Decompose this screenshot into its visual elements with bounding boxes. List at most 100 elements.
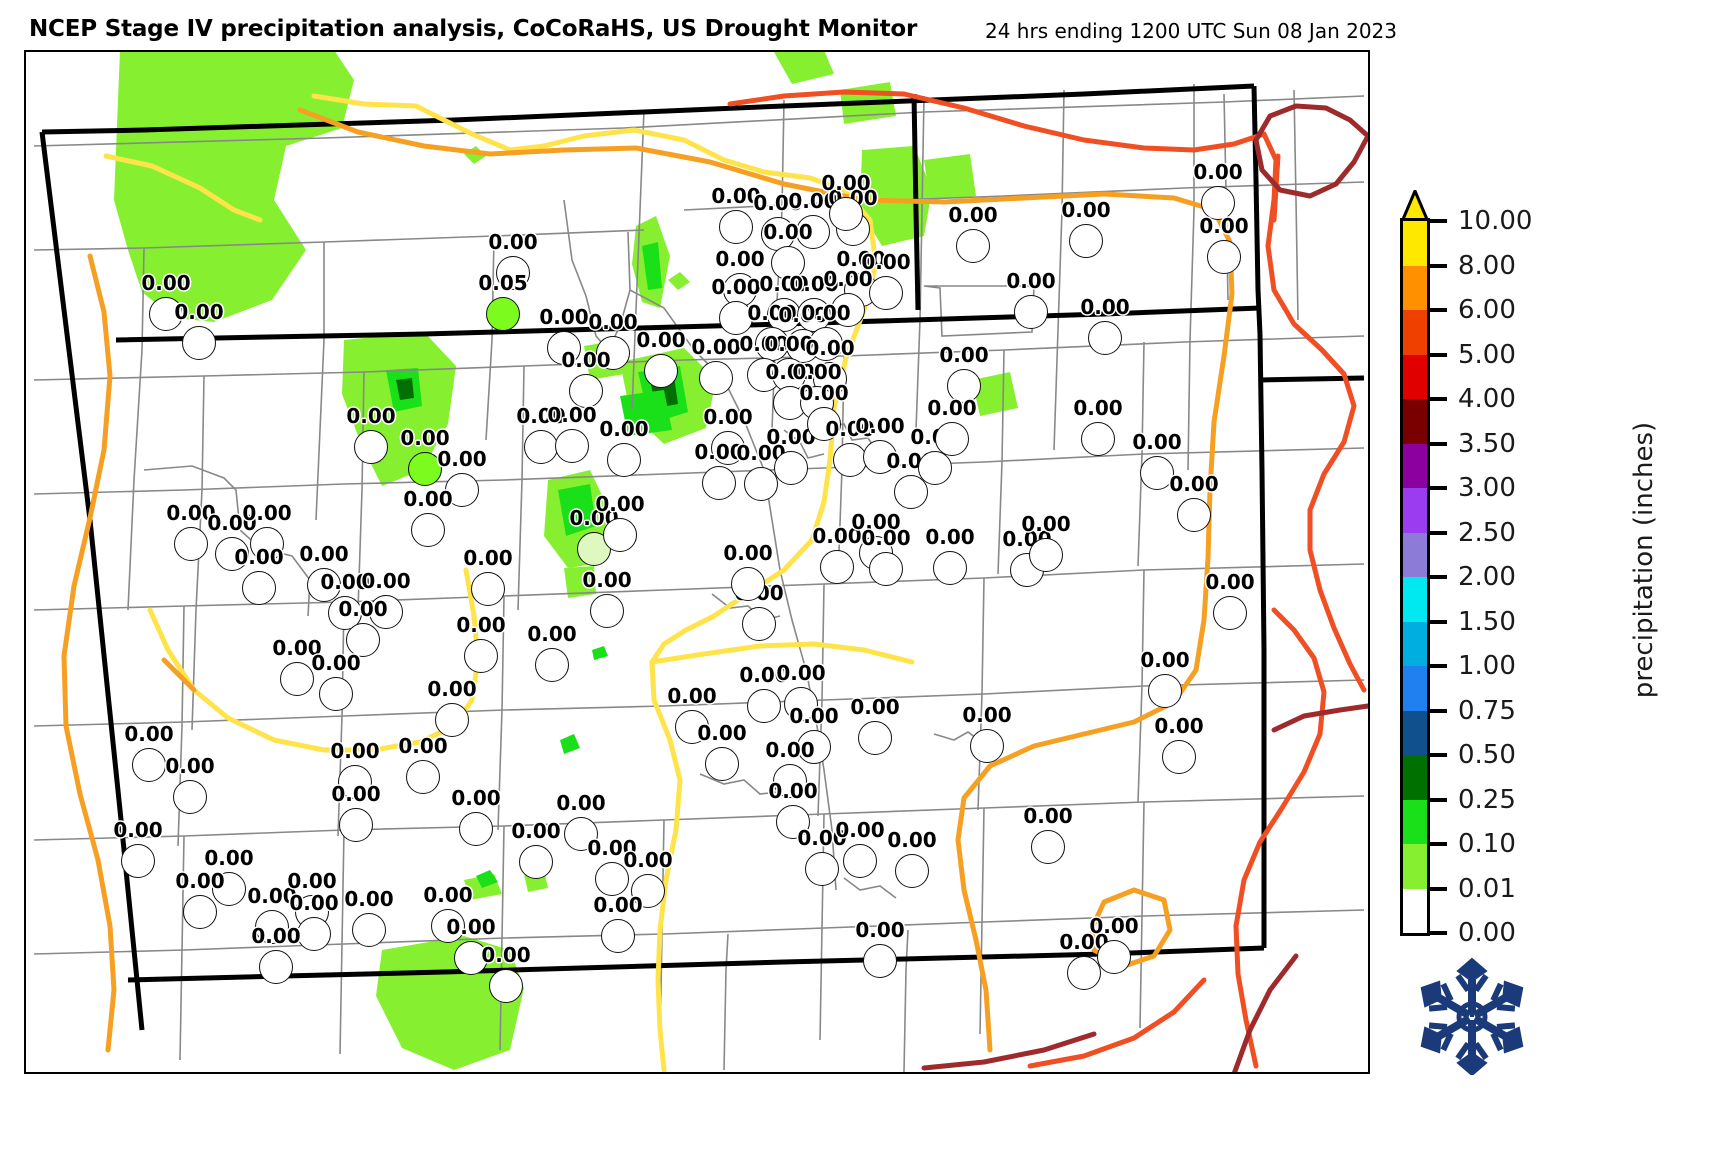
station-observation[interactable]: 0.00 [1199, 214, 1249, 274]
station-observation[interactable]: 0.00 [251, 924, 301, 984]
station-observation[interactable]: 0.00 [1023, 804, 1073, 864]
station-observation[interactable]: 0.00 [1140, 648, 1190, 708]
station-observation[interactable]: 0.00 [561, 348, 611, 408]
station-observation[interactable]: 0.00 [588, 310, 638, 370]
station-observation[interactable]: 0.00 [456, 613, 506, 673]
station-observation[interactable]: 0.00 [481, 943, 531, 1003]
station-observation[interactable]: 0.00 [344, 887, 394, 947]
station-observation[interactable]: 0.00 [812, 524, 862, 584]
station-observation[interactable]: 0.00 [346, 404, 396, 464]
station-observation[interactable]: 0.00 [734, 581, 784, 641]
station-observation[interactable]: 0.00 [711, 184, 761, 244]
station-observation[interactable]: 0.00 [113, 818, 163, 878]
station-observation[interactable]: 0.00 [320, 570, 370, 630]
station-observation[interactable]: 0.00 [1061, 198, 1111, 258]
station-observation[interactable]: 0.00 [851, 510, 901, 570]
station-observation[interactable]: 0.00 [925, 525, 975, 585]
station-observation[interactable]: 0.00 [1073, 396, 1123, 456]
station-observation[interactable]: 0.00 [403, 487, 453, 547]
station-observation[interactable]: 0.00 [166, 501, 216, 561]
station-observation[interactable]: 0.00 [1169, 472, 1219, 532]
station-observation[interactable]: 0.00 [766, 425, 816, 485]
map-panel[interactable]: 0.00 0.00 0.00 0.05 0.00 0.00 0.00 0.00 0.00 0.00… [24, 50, 1370, 1074]
station-observation[interactable]: 0.00 [789, 704, 839, 764]
station-observation[interactable]: 0.00 [697, 721, 747, 781]
station-observation[interactable]: 0.00 [861, 250, 911, 310]
station-observation[interactable]: 0.00 [801, 301, 851, 361]
station-observation[interactable]: 0.05 [478, 271, 528, 331]
station-observation[interactable]: 0.00 [311, 651, 361, 711]
station-observation[interactable]: 0.00 [667, 684, 717, 744]
station-observation[interactable]: 0.00 [1132, 430, 1182, 490]
station-observation[interactable]: 0.00 [835, 818, 885, 878]
station-observation[interactable]: 0.00 [289, 891, 339, 951]
station-observation[interactable]: 0.00 [799, 381, 849, 441]
station-observation[interactable]: 0.00 [446, 915, 496, 975]
station-observation[interactable]: 0.00 [338, 597, 388, 657]
station-observation[interactable]: 0.00 [451, 786, 501, 846]
station-observation[interactable]: 0.00 [556, 791, 606, 851]
station-observation[interactable]: 0.00 [1002, 527, 1052, 587]
station-observation[interactable]: 0.00 [636, 328, 686, 388]
station-observation[interactable]: 0.00 [776, 661, 826, 721]
station-observation[interactable]: 0.00 [825, 417, 875, 477]
station-observation[interactable]: 0.00 [691, 335, 741, 395]
station-observation[interactable]: 0.00 [1080, 295, 1130, 355]
station-observation[interactable]: 0.00 [1021, 512, 1071, 572]
station-observation[interactable]: 0.00 [623, 848, 673, 908]
station-observation[interactable]: 0.00 [331, 782, 381, 842]
station-observation[interactable]: 0.00 [805, 336, 855, 396]
station-observation[interactable]: 0.00 [400, 426, 450, 486]
station-observation[interactable]: 0.00 [527, 622, 577, 682]
station-observation[interactable]: 0.00 [768, 779, 818, 839]
station-observation[interactable]: 0.00 [764, 332, 814, 392]
station-observation[interactable]: 0.00 [437, 447, 487, 507]
station-observation[interactable]: 0.00 [850, 695, 900, 755]
station-observation[interactable]: 0.00 [823, 267, 873, 327]
station-observation[interactable]: 0.00 [1154, 714, 1204, 774]
station-observation[interactable]: 0.00 [165, 754, 215, 814]
station-observation[interactable]: 0.00 [330, 739, 380, 799]
station-observation[interactable]: 0.00 [427, 677, 477, 737]
station-observation[interactable]: 0.00 [207, 511, 257, 571]
station-observation[interactable]: 0.00 [927, 396, 977, 456]
station-observation[interactable]: 0.00 [723, 541, 773, 601]
station-observation[interactable]: 0.00 [582, 568, 632, 628]
station-observation[interactable]: 0.00 [234, 545, 284, 605]
station-observation[interactable]: 0.00 [1006, 269, 1056, 329]
station-observation[interactable]: 0.00 [1193, 160, 1243, 220]
station-observation[interactable]: 0.00 [753, 191, 803, 251]
station-observation[interactable]: 0.00 [763, 220, 813, 280]
station-observation[interactable]: 0.00 [855, 918, 905, 978]
station-observation[interactable]: 0.00 [595, 492, 645, 552]
station-observation[interactable]: 0.00 [539, 305, 589, 365]
station-observation[interactable]: 0.00 [247, 884, 297, 944]
station-observation[interactable]: 0.00 [488, 230, 538, 290]
station-observation[interactable]: 0.00 [175, 869, 225, 929]
station-observation[interactable]: 0.00 [792, 360, 842, 420]
station-observation[interactable]: 0.00 [1089, 914, 1139, 974]
station-observation[interactable]: 0.00 [547, 403, 597, 463]
station-observation[interactable]: 0.00 [739, 663, 789, 723]
station-observation[interactable]: 0.00 [821, 171, 871, 231]
station-observation[interactable]: 0.00 [593, 893, 643, 953]
station-observation[interactable]: 0.00 [516, 404, 566, 464]
station-observation[interactable]: 0.00 [398, 734, 448, 794]
station-observation[interactable]: 0.00 [736, 441, 786, 501]
station-observation[interactable]: 0.00 [855, 414, 905, 474]
station-observation[interactable]: 0.00 [910, 425, 960, 485]
station-observation[interactable]: 0.00 [272, 636, 322, 696]
station-observation[interactable]: 0.00 [587, 836, 637, 896]
station-observation[interactable]: 0.00 [242, 501, 292, 561]
station-observation[interactable]: 0.00 [939, 343, 989, 403]
station-observation[interactable]: 0.00 [204, 846, 254, 906]
station-observation[interactable]: 0.00 [599, 417, 649, 477]
station-observation[interactable]: 0.00 [948, 203, 998, 263]
station-observation[interactable]: 0.00 [1205, 570, 1255, 630]
station-observation[interactable]: 0.00 [861, 526, 911, 586]
station-observation[interactable]: 0.00 [299, 542, 349, 602]
station-observation[interactable]: 0.00 [361, 569, 411, 629]
station-observation[interactable]: 0.00 [765, 738, 815, 798]
station-observation[interactable]: 0.00 [423, 883, 473, 943]
station-observation[interactable]: 0.00 [1059, 930, 1109, 990]
